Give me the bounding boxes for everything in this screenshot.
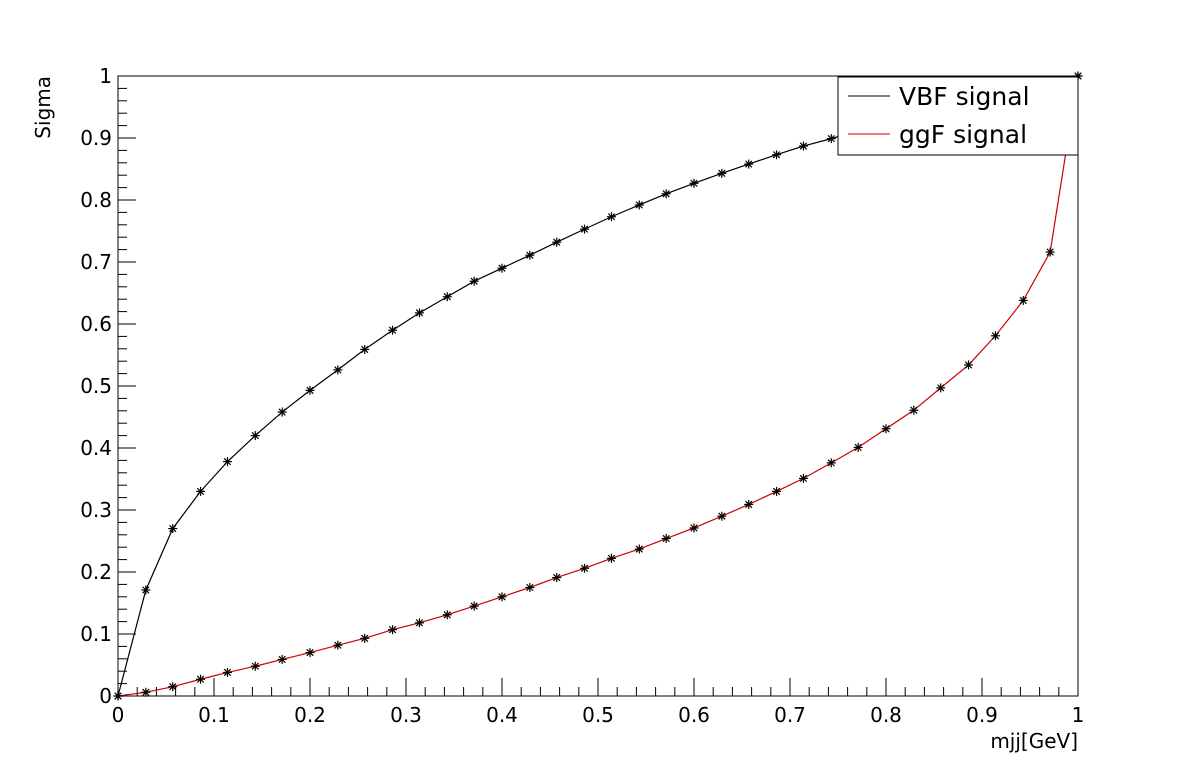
data-point-vbf-signal	[661, 189, 671, 199]
data-point-ggf-signal	[360, 633, 370, 643]
data-point-ggf-signal	[222, 667, 232, 677]
y-tick-label: 1	[99, 64, 112, 88]
x-tick-label: 1	[1072, 703, 1085, 727]
data-point-ggf-signal	[744, 499, 754, 509]
data-point-ggf-signal	[826, 458, 836, 468]
data-point-ggf-signal	[689, 523, 699, 533]
data-point-vbf-signal	[634, 200, 644, 210]
x-tick-label: 0.3	[390, 703, 422, 727]
data-point-ggf-signal	[414, 618, 424, 628]
data-point-ggf-signal	[580, 563, 590, 573]
data-point-ggf-signal	[333, 640, 343, 650]
data-point-vbf-signal	[552, 237, 562, 247]
x-tick-label: 0.1	[198, 703, 230, 727]
data-point-ggf-signal	[305, 648, 315, 658]
data-point-vbf-signal	[744, 159, 754, 169]
data-point-ggf-signal	[717, 511, 727, 521]
data-point-ggf-signal	[881, 424, 891, 434]
data-point-vbf-signal	[168, 524, 178, 534]
data-point-ggf-signal	[277, 654, 287, 664]
data-point-ggf-signal	[606, 553, 616, 563]
legend-label-vbf: VBF signal	[899, 82, 1030, 111]
y-tick-label: 0.4	[80, 436, 112, 460]
data-point-vbf-signal	[442, 292, 452, 302]
axis-tick-labels: 0 0.1 0.2 0.3 0.4 0.5 0.6 0.7 0.8 0.9 1 0 0.1 0.2 0.3 0…	[80, 64, 1084, 727]
data-point-ggf-signal	[772, 486, 782, 496]
legend: VBF signal ggF signal	[837, 76, 1079, 156]
y-tick-label: 0.8	[80, 188, 112, 212]
x-tick-label: 0.2	[294, 703, 326, 727]
x-tick-label: 0	[112, 703, 125, 727]
y-axis-title: Sigma	[31, 76, 55, 139]
y-tick-label: 0.6	[80, 312, 112, 336]
data-point-ggf-signal	[469, 601, 479, 611]
data-point-ggf-signal	[1045, 247, 1055, 257]
y-tick-label: 0	[99, 684, 112, 708]
data-point-ggf-signal	[388, 625, 398, 635]
data-point-ggf-signal	[990, 331, 1000, 341]
data-point-vbf-signal	[772, 150, 782, 160]
data-point-vbf-signal	[222, 457, 232, 467]
data-point-vbf-signal	[497, 263, 507, 273]
y-tick-label: 0.2	[80, 560, 112, 584]
legend-label-ggf: ggF signal	[899, 120, 1027, 149]
data-point-ggf-signal	[909, 405, 919, 415]
data-point-ggf-signal	[442, 610, 452, 620]
data-point-ggf-signal	[525, 583, 535, 592]
data-point-vbf-signal	[469, 276, 479, 286]
x-tick-label: 0.6	[678, 703, 710, 727]
data-point-ggf-signal	[196, 674, 206, 684]
data-point-ggf-signal	[113, 691, 123, 701]
data-point-ggf-signal	[168, 682, 178, 692]
data-point-ggf-signal	[497, 592, 507, 602]
data-point-ggf-signal	[250, 661, 260, 671]
data-point-ggf-signal	[1018, 295, 1028, 305]
x-tick-label: 0.5	[582, 703, 614, 727]
data-point-vbf-signal	[580, 224, 590, 234]
data-point-vbf-signal	[360, 344, 370, 354]
data-point-ggf-signal	[634, 544, 644, 554]
x-tick-label: 0.9	[966, 703, 998, 727]
data-point-vbf-signal	[798, 141, 808, 151]
y-tick-label: 0.1	[80, 622, 112, 646]
data-point-ggf-signal	[853, 442, 863, 452]
y-tick-label: 0.3	[80, 498, 112, 522]
x-tick-label: 0.8	[870, 703, 902, 727]
y-tick-label: 0.9	[80, 126, 112, 150]
data-point-ggf-signal	[141, 687, 151, 697]
data-point-ggf-signal	[661, 534, 671, 544]
x-tick-label: 0.7	[774, 703, 806, 727]
data-point-vbf-signal	[414, 308, 424, 318]
axis-ticks	[117, 75, 1079, 697]
data-point-vbf-signal	[717, 168, 727, 178]
data-point-vbf-signal	[305, 385, 315, 395]
data-point-vbf-signal	[826, 134, 836, 144]
data-point-vbf-signal	[196, 486, 206, 496]
y-tick-label: 0.7	[80, 250, 112, 274]
data-point-vbf-signal	[333, 365, 343, 375]
x-axis-title: mjj[GeV]	[990, 729, 1078, 753]
data-point-vbf-signal	[606, 212, 616, 222]
data-point-vbf-signal	[277, 407, 287, 417]
data-point-ggf-signal	[964, 360, 974, 370]
data-point-vbf-signal	[388, 325, 398, 335]
x-tick-label: 0.4	[486, 703, 518, 727]
legend-box	[837, 76, 1079, 156]
data-point-vbf-signal	[525, 250, 535, 260]
data-point-ggf-signal	[798, 473, 808, 483]
series-line-ggf-signal	[117, 75, 1079, 697]
data-point-vbf-signal	[250, 431, 260, 441]
y-tick-label: 0.5	[80, 374, 112, 398]
data-point-ggf-signal	[936, 383, 946, 393]
data-point-vbf-signal	[689, 178, 699, 188]
data-point-vbf-signal	[141, 585, 151, 595]
data-point-ggf-signal	[552, 573, 562, 583]
